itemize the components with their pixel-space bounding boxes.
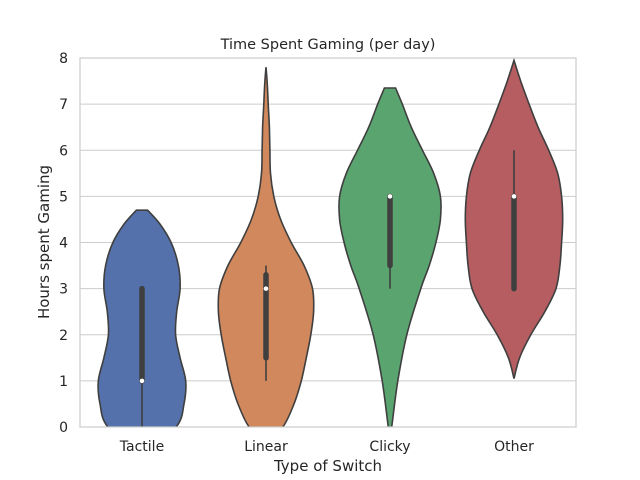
y-tick-labels: 0 1 2 3 4 5 6 7 8 [59,51,68,436]
chart-title: Time Spent Gaming (per day) [220,37,436,53]
y-tick-label-8: 8 [59,51,68,67]
median-point-clicky [387,194,393,199]
x-tick-label-linear: Linear [244,439,288,455]
y-tick-label-2: 2 [59,328,68,344]
plot-frame [79,57,577,428]
x-tick-label-other: Other [494,439,534,455]
y-tick-label-0: 0 [59,420,68,436]
y-tick-label-7: 7 [59,97,68,113]
y-tick-label-4: 4 [59,236,68,252]
y-tick-label-1: 1 [59,374,68,390]
violins [97,58,564,427]
y-tick-label-3: 3 [59,282,68,298]
x-tick-label-clicky: Clicky [369,439,410,455]
median-point-other [511,194,517,199]
median-point-linear [263,286,269,291]
x-tick-labels: Tactile Linear Clicky Other [119,439,534,455]
x-axis-label: Type of Switch [273,457,382,475]
y-tick-label-5: 5 [59,189,68,205]
x-tick-label-tactile: Tactile [119,439,164,455]
y-axis-label: Hours spent Gaming [35,165,53,319]
y-tick-label-6: 6 [59,143,68,159]
violin-linear [217,67,315,427]
median-point-tactile [139,378,145,384]
